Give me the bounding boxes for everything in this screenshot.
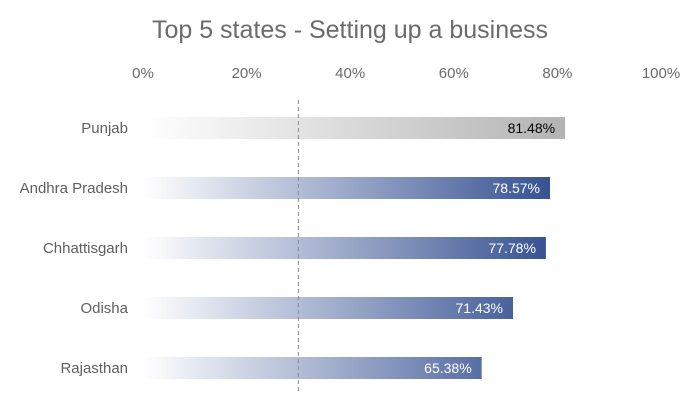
data-label: 65.38% <box>424 360 471 376</box>
data-label: 78.57% <box>493 180 540 196</box>
bar <box>143 237 546 259</box>
category-label: Andhra Pradesh <box>20 180 128 197</box>
category-label: Punjab <box>81 120 128 137</box>
category-label: Odisha <box>80 300 128 317</box>
chart-title: Top 5 states - Setting up a business <box>151 16 549 44</box>
x-tick-label: 0% <box>132 65 154 82</box>
bar <box>143 177 550 199</box>
x-tick-label: 80% <box>542 65 572 82</box>
x-tick-label: 20% <box>232 65 262 82</box>
data-label: 81.48% <box>508 120 555 136</box>
x-tick-label: 60% <box>439 65 469 82</box>
data-label: 71.43% <box>456 300 503 316</box>
category-label: Rajasthan <box>60 360 128 377</box>
x-tick-label: 40% <box>335 65 365 82</box>
data-label: 77.78% <box>488 240 535 256</box>
x-tick-label: 100% <box>642 65 680 82</box>
bar <box>143 117 566 139</box>
category-label: Chhattisgarh <box>43 240 128 257</box>
bar <box>143 297 514 319</box>
bar <box>143 357 482 379</box>
